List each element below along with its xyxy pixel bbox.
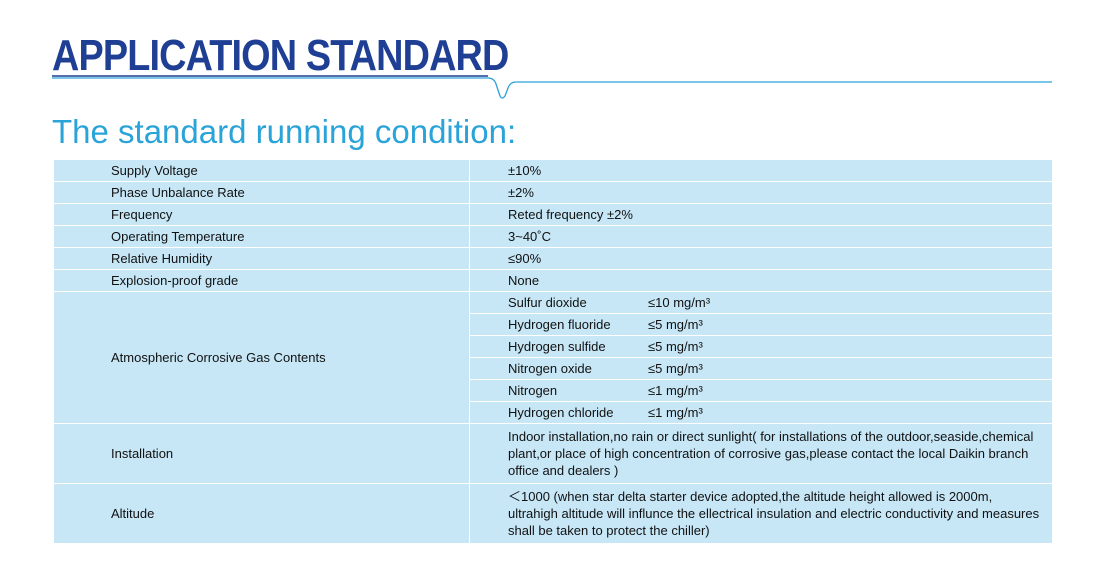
value-phase-unbalance: ±2% [469, 181, 1053, 204]
table-row: Altitude ＜1000 (when star delta starter … [53, 483, 1053, 544]
header-underline-wave [52, 75, 1052, 99]
param-phase-unbalance: Phase Unbalance Rate [53, 181, 470, 204]
gas-limit: ≤1 mg/m³ [648, 405, 703, 420]
value-altitude: ＜1000 (when star delta starter device ad… [469, 483, 1053, 544]
table-row: Atmospheric Corrosive Gas Contents Sulfu… [53, 291, 1053, 424]
param-relative-humidity: Relative Humidity [53, 247, 470, 270]
table-row: Explosion-proof grade None [53, 269, 1053, 292]
gas-limit: ≤5 mg/m³ [648, 361, 703, 376]
param-frequency: Frequency [53, 203, 470, 226]
value-relative-humidity: ≤90% [469, 247, 1053, 270]
gas-name: Nitrogen oxide [508, 361, 592, 376]
param-installation: Installation [53, 423, 470, 484]
gas-name: Hydrogen fluoride [508, 317, 611, 332]
value-supply-voltage: ±10% [469, 159, 1053, 182]
gas-name: Sulfur dioxide [508, 295, 587, 310]
table-row: Phase Unbalance Rate ±2% [53, 181, 1053, 204]
gas-name: Hydrogen chloride [508, 405, 614, 420]
value-installation: Indoor installation,no rain or direct su… [469, 423, 1053, 484]
table-row: Nitrogen ≤1 mg/m³ [54, 379, 1053, 402]
param-altitude: Altitude [53, 483, 470, 544]
gas-limit: ≤5 mg/m³ [648, 317, 703, 332]
gas-limit: ≤5 mg/m³ [648, 339, 703, 354]
gas-limit: ≤10 mg/m³ [648, 295, 711, 310]
gas-name: Nitrogen [508, 383, 558, 398]
gas-item: Hydrogen chloride ≤1 mg/m³ [469, 401, 1053, 424]
value-explosion-proof: None [469, 269, 1053, 292]
gas-item: Nitrogen ≤1 mg/m³ [469, 379, 1053, 402]
gas-name: Hydrogen sulfide [508, 339, 606, 354]
table-row: Operating Temperature 3~40˚C [53, 225, 1053, 248]
section-subtitle: The standard running condition: [52, 113, 517, 150]
page-title: APPLICATION STANDARD [52, 31, 509, 80]
table-row: Frequency Reted frequency ±2% [53, 203, 1053, 226]
value-frequency: Reted frequency ±2% [469, 203, 1053, 226]
table-row: Relative Humidity ≤90% [53, 247, 1053, 270]
gas-item: Hydrogen sulfide ≤5 mg/m³ [469, 335, 1053, 358]
table-row: Hydrogen chloride ≤1 mg/m³ [54, 401, 1053, 424]
param-operating-temperature: Operating Temperature [53, 225, 470, 248]
table-row: Supply Voltage ±10% [53, 159, 1053, 182]
param-explosion-proof: Explosion-proof grade [53, 269, 470, 292]
gas-limit: ≤1 mg/m³ [648, 383, 703, 398]
gas-item: Hydrogen fluoride ≤5 mg/m³ [469, 313, 1053, 336]
value-operating-temperature: 3~40˚C [469, 225, 1053, 248]
param-corrosive-gas: Atmospheric Corrosive Gas Contents [53, 291, 470, 424]
running-condition-table: Supply Voltage ±10% Phase Unbalance Rate… [53, 159, 1053, 544]
table-row: Installation Indoor installation,no rain… [53, 423, 1053, 484]
param-supply-voltage: Supply Voltage [53, 159, 470, 182]
gas-item: Nitrogen oxide ≤5 mg/m³ [469, 357, 1053, 380]
gas-item: Sulfur dioxide ≤10 mg/m³ [469, 291, 1053, 314]
